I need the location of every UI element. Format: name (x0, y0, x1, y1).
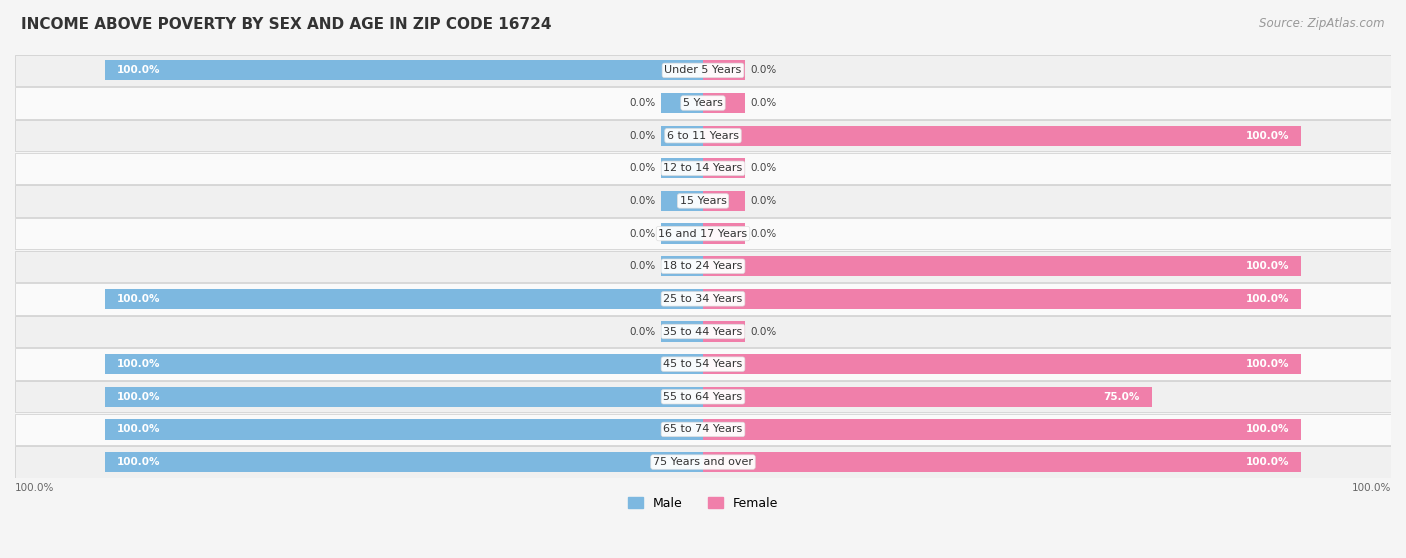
Bar (661, 256, 703, 276)
Text: 6 to 11 Years: 6 to 11 Years (666, 131, 740, 141)
Text: 100.0%: 100.0% (117, 425, 160, 435)
Bar (15, 316, 1391, 347)
Text: 0.0%: 0.0% (628, 131, 655, 141)
Bar (15, 283, 1391, 315)
Bar (104, 354, 703, 374)
Bar (703, 288, 1302, 309)
Text: 100.0%: 100.0% (1351, 483, 1391, 493)
Text: 0.0%: 0.0% (751, 326, 778, 336)
Text: 0.0%: 0.0% (751, 163, 778, 174)
Text: 45 to 54 Years: 45 to 54 Years (664, 359, 742, 369)
Bar (15, 283, 1391, 315)
Bar (703, 387, 1152, 407)
Text: 0.0%: 0.0% (628, 229, 655, 239)
Text: 100.0%: 100.0% (117, 65, 160, 75)
Text: 100.0%: 100.0% (1246, 131, 1289, 141)
Text: 65 to 74 Years: 65 to 74 Years (664, 425, 742, 435)
Bar (703, 223, 745, 244)
Text: 100.0%: 100.0% (1246, 425, 1289, 435)
Bar (15, 316, 1391, 347)
Text: 0.0%: 0.0% (751, 229, 778, 239)
Text: 16 and 17 Years: 16 and 17 Years (658, 229, 748, 239)
Text: 0.0%: 0.0% (628, 98, 655, 108)
Bar (15, 153, 1391, 184)
Bar (703, 256, 1302, 276)
Text: 0.0%: 0.0% (628, 196, 655, 206)
Text: 0.0%: 0.0% (628, 163, 655, 174)
Text: 12 to 14 Years: 12 to 14 Years (664, 163, 742, 174)
Text: 100.0%: 100.0% (1246, 294, 1289, 304)
Bar (661, 93, 703, 113)
Bar (15, 381, 1391, 412)
Bar (15, 413, 1391, 445)
Text: 100.0%: 100.0% (1246, 359, 1289, 369)
Bar (661, 126, 703, 146)
Bar (15, 251, 1391, 282)
Text: INCOME ABOVE POVERTY BY SEX AND AGE IN ZIP CODE 16724: INCOME ABOVE POVERTY BY SEX AND AGE IN Z… (21, 17, 551, 32)
Text: 35 to 44 Years: 35 to 44 Years (664, 326, 742, 336)
Bar (15, 88, 1391, 119)
Text: Source: ZipAtlas.com: Source: ZipAtlas.com (1260, 17, 1385, 30)
Bar (703, 452, 1302, 472)
Text: Under 5 Years: Under 5 Years (665, 65, 741, 75)
Text: 25 to 34 Years: 25 to 34 Years (664, 294, 742, 304)
Bar (703, 419, 1302, 440)
Bar (15, 349, 1391, 380)
Bar (15, 120, 1391, 151)
Bar (104, 419, 703, 440)
Text: 100.0%: 100.0% (117, 294, 160, 304)
Bar (15, 88, 1391, 119)
Bar (15, 349, 1391, 380)
Text: 100.0%: 100.0% (117, 359, 160, 369)
Text: 0.0%: 0.0% (751, 65, 778, 75)
Bar (661, 158, 703, 179)
Bar (15, 55, 1391, 86)
Text: 0.0%: 0.0% (628, 326, 655, 336)
Text: 75 Years and over: 75 Years and over (652, 457, 754, 467)
Bar (15, 251, 1391, 282)
Bar (15, 413, 1391, 445)
Bar (15, 185, 1391, 217)
Text: 55 to 64 Years: 55 to 64 Years (664, 392, 742, 402)
Bar (703, 60, 745, 80)
Bar (15, 185, 1391, 217)
Bar (15, 218, 1391, 249)
Bar (15, 381, 1391, 412)
Text: 75.0%: 75.0% (1104, 392, 1140, 402)
Bar (15, 446, 1391, 478)
Text: 100.0%: 100.0% (117, 457, 160, 467)
Bar (104, 288, 703, 309)
Bar (15, 218, 1391, 249)
Bar (703, 158, 745, 179)
Bar (104, 60, 703, 80)
Bar (15, 120, 1391, 151)
Bar (661, 223, 703, 244)
Bar (104, 452, 703, 472)
Text: 0.0%: 0.0% (751, 196, 778, 206)
Text: 0.0%: 0.0% (751, 98, 778, 108)
Bar (15, 153, 1391, 184)
Text: 100.0%: 100.0% (15, 483, 55, 493)
Bar (15, 446, 1391, 478)
Bar (104, 387, 703, 407)
Text: 100.0%: 100.0% (117, 392, 160, 402)
Text: 18 to 24 Years: 18 to 24 Years (664, 261, 742, 271)
Bar (661, 191, 703, 211)
Bar (15, 55, 1391, 86)
Legend: Male, Female: Male, Female (623, 492, 783, 514)
Text: 0.0%: 0.0% (628, 261, 655, 271)
Bar (703, 354, 1302, 374)
Bar (703, 321, 745, 341)
Text: 100.0%: 100.0% (1246, 261, 1289, 271)
Text: 100.0%: 100.0% (1246, 457, 1289, 467)
Bar (661, 321, 703, 341)
Bar (703, 126, 1302, 146)
Text: 15 Years: 15 Years (679, 196, 727, 206)
Text: 5 Years: 5 Years (683, 98, 723, 108)
Bar (703, 93, 745, 113)
Bar (703, 191, 745, 211)
